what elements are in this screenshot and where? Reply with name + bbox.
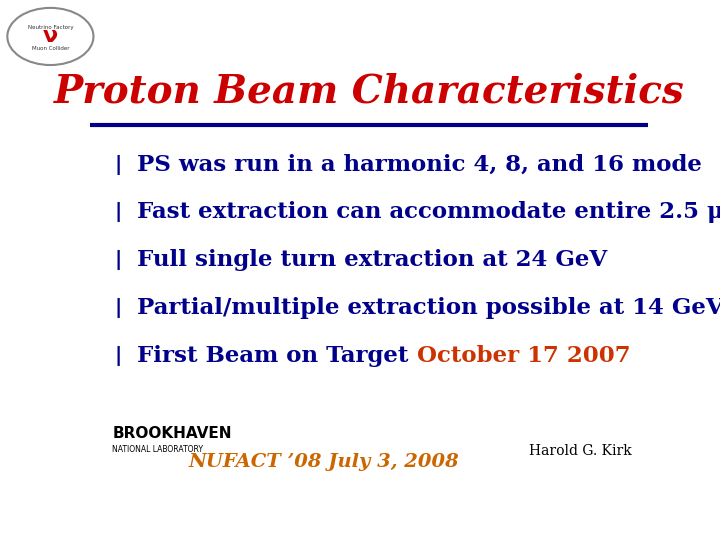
Text: First Beam on Target: First Beam on Target	[138, 345, 417, 367]
Text: Muon Collider: Muon Collider	[32, 46, 69, 51]
Text: Partial/multiple extraction possible at 14 GeV: Partial/multiple extraction possible at …	[138, 297, 720, 319]
Text: |: |	[114, 154, 122, 174]
Text: |: |	[114, 346, 122, 366]
Text: NATIONAL LABORATORY: NATIONAL LABORATORY	[112, 444, 203, 454]
Text: |: |	[114, 202, 122, 222]
Text: NUFACT ’08 July 3, 2008: NUFACT ’08 July 3, 2008	[189, 454, 460, 471]
Text: Proton Beam Characteristics: Proton Beam Characteristics	[53, 73, 685, 111]
Text: |: |	[114, 298, 122, 318]
Text: Neutrino Factory: Neutrino Factory	[27, 25, 73, 30]
Text: Full single turn extraction at 24 GeV: Full single turn extraction at 24 GeV	[138, 249, 608, 271]
Text: October 17 2007: October 17 2007	[417, 345, 631, 367]
Text: Harold G. Kirk: Harold G. Kirk	[528, 444, 631, 458]
Text: PS was run in a harmonic 4, 8, and 16 mode: PS was run in a harmonic 4, 8, and 16 mo…	[138, 153, 702, 176]
Text: ν: ν	[42, 26, 58, 46]
Text: Fast extraction can accommodate entire 2.5 μs PS fill.: Fast extraction can accommodate entire 2…	[138, 201, 720, 224]
Text: BROOKHAVEN: BROOKHAVEN	[112, 426, 232, 441]
Text: |: |	[114, 250, 122, 270]
